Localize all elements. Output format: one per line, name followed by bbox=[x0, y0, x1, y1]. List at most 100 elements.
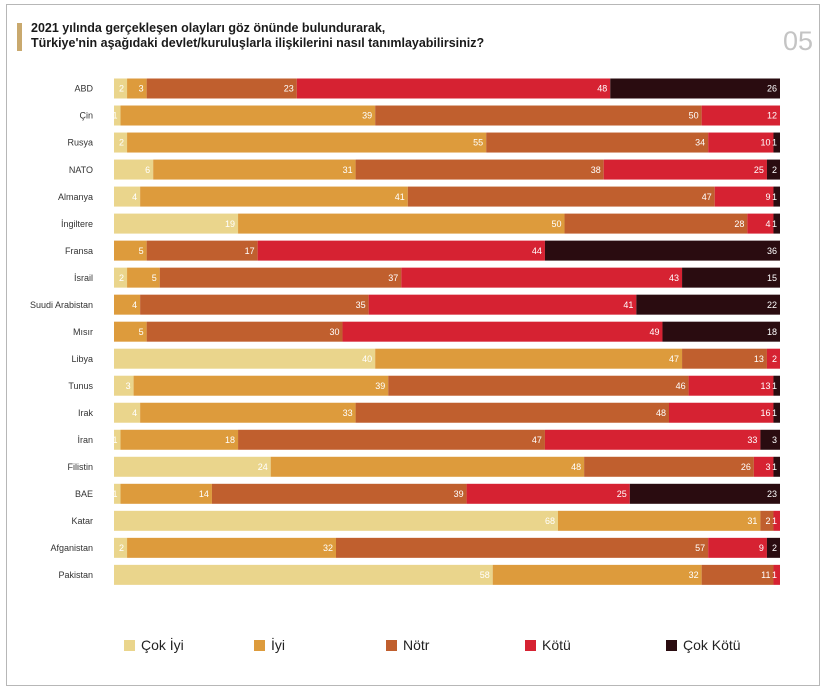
value-label-notr-irak: 48 bbox=[656, 408, 666, 418]
value-label-cok-kotu-rusya: 1 bbox=[772, 138, 777, 148]
value-label-notr-rusya: 34 bbox=[695, 138, 705, 148]
value-label-iyi-nato: 31 bbox=[343, 165, 353, 175]
row-label-rusya: Rusya bbox=[67, 138, 93, 148]
bar-segment-kotu-cin bbox=[701, 105, 780, 126]
value-label-cok-kotu-almanya: 1 bbox=[772, 192, 777, 202]
bar-segment-notr-bae bbox=[211, 483, 467, 504]
value-label-cok-iyi-nato: 6 bbox=[145, 165, 150, 175]
page-number: 05 bbox=[782, 26, 813, 56]
legend-item-kotu: Kötü bbox=[525, 637, 571, 653]
legend: Çok İyi İyi Nötr Kötü Çok Kötü bbox=[0, 637, 827, 659]
bar-segment-cok-kotu-abd bbox=[610, 78, 780, 99]
value-label-notr-pakistan: 11 bbox=[761, 570, 770, 580]
value-label-kotu-cin: 12 bbox=[767, 111, 777, 121]
bar-segment-notr-afganistan bbox=[336, 537, 709, 558]
legend-label: Çok İyi bbox=[141, 637, 184, 653]
chart-title-line-1: 2021 yılında gerçekleşen olayları göz ön… bbox=[31, 21, 386, 35]
bar-segment-iyi-almanya bbox=[140, 186, 408, 207]
value-label-notr-cin: 50 bbox=[689, 111, 699, 121]
value-label-notr-bae: 39 bbox=[454, 489, 464, 499]
bar-segment-cok-kotu-nato bbox=[766, 159, 780, 180]
value-label-iyi-irak: 33 bbox=[343, 408, 353, 418]
value-label-cok-iyi-libya: 40 bbox=[362, 354, 372, 364]
value-label-notr-katar: 2 bbox=[765, 516, 770, 526]
bar-segment-notr-rusya bbox=[486, 132, 709, 153]
bar-segment-notr-nato bbox=[355, 159, 604, 180]
bar-segment-cok-kotu-iran bbox=[760, 429, 780, 450]
row-label-fransa: Fransa bbox=[65, 246, 93, 256]
value-label-iyi-afganistan: 32 bbox=[323, 543, 333, 553]
row-label-israil: İsrail bbox=[74, 273, 93, 283]
value-label-cok-kotu-iran: 3 bbox=[772, 435, 777, 445]
bar-segment-notr-misir bbox=[146, 321, 343, 342]
row-label-misir: Mısır bbox=[73, 327, 93, 337]
legend-swatch bbox=[386, 639, 397, 651]
value-label-cok-iyi-tunus: 3 bbox=[126, 381, 131, 391]
bar-segment-cok-kotu-israil bbox=[682, 267, 780, 288]
legend-item-cok-iyi: Çok İyi bbox=[124, 637, 184, 653]
bar-segment-kotu-iran bbox=[544, 429, 761, 450]
legend-swatch bbox=[124, 639, 135, 651]
title-accent-bar bbox=[17, 23, 22, 51]
value-label-cok-kotu-suudi-arabistan: 22 bbox=[767, 300, 777, 310]
value-label-iyi-bae: 14 bbox=[199, 489, 209, 499]
value-label-kotu-iran: 33 bbox=[747, 435, 757, 445]
value-label-iyi-israil: 5 bbox=[152, 273, 157, 283]
bar-segment-kotu-nato bbox=[603, 159, 767, 180]
bar-segment-kotu-abd bbox=[296, 78, 611, 99]
value-label-notr-iran: 47 bbox=[532, 435, 542, 445]
value-label-cok-kotu-misir: 18 bbox=[767, 327, 777, 337]
bar-segment-kotu-katar bbox=[773, 510, 780, 531]
row-label-iran: İran bbox=[77, 435, 93, 445]
row-label-ingiltere: İngiltere bbox=[61, 219, 93, 229]
value-label-kotu-fransa: 44 bbox=[532, 246, 542, 256]
legend-label: Nötr bbox=[403, 637, 430, 653]
bar-segment-iyi-filistin bbox=[270, 456, 585, 477]
bar-segment-kotu-bae bbox=[466, 483, 630, 504]
bar-segment-cok-iyi-libya bbox=[114, 348, 376, 369]
bar-segment-notr-almanya bbox=[407, 186, 715, 207]
legend-swatch bbox=[525, 639, 536, 651]
bar-segment-kotu-libya bbox=[766, 348, 780, 369]
bar-segment-notr-cin bbox=[375, 105, 702, 126]
value-label-iyi-almanya: 41 bbox=[395, 192, 405, 202]
bar-segment-cok-iyi-nato bbox=[114, 159, 154, 180]
bar-segment-iyi-pakistan bbox=[492, 564, 702, 585]
bar-segment-notr-tunus bbox=[388, 375, 689, 396]
value-label-notr-filistin: 26 bbox=[741, 462, 751, 472]
bar-segment-notr-pakistan bbox=[701, 564, 774, 585]
row-label-abd: ABD bbox=[74, 84, 93, 94]
bar-segment-cok-kotu-suudi-arabistan bbox=[636, 294, 780, 315]
value-label-cok-kotu-fransa: 36 bbox=[767, 246, 777, 256]
bar-segment-cok-iyi-filistin bbox=[114, 456, 271, 477]
bar-segment-cok-iyi-tunus bbox=[114, 375, 134, 396]
bar-segment-kotu-israil bbox=[401, 267, 683, 288]
bar-segment-notr-libya bbox=[682, 348, 767, 369]
value-label-kotu-pakistan: 1 bbox=[772, 570, 777, 580]
bar-segment-cok-iyi-ingiltere bbox=[114, 213, 239, 234]
bar-segment-cok-iyi-irak bbox=[114, 402, 141, 423]
bar-segment-kotu-suudi-arabistan bbox=[368, 294, 637, 315]
legend-swatch bbox=[254, 639, 265, 651]
value-label-kotu-ingiltere: 4 bbox=[765, 219, 770, 229]
bar-segment-kotu-ingiltere bbox=[747, 213, 774, 234]
legend-item-notr: Nötr bbox=[386, 637, 429, 653]
value-label-notr-libya: 13 bbox=[754, 354, 764, 364]
legend-item-iyi: İyi bbox=[254, 637, 285, 653]
row-label-suudi-arabistan: Suudi Arabistan bbox=[30, 300, 93, 310]
value-label-kotu-almanya: 9 bbox=[765, 192, 770, 202]
value-label-cok-iyi-ingiltere: 19 bbox=[225, 219, 235, 229]
bar-segment-cok-iyi-iran bbox=[114, 429, 121, 450]
value-label-cok-iyi-cin: 1 bbox=[113, 111, 118, 121]
bar-segment-cok-iyi-afganistan bbox=[114, 537, 128, 558]
chart-title-line-2: Türkiye'nin aşağıdaki devlet/kuruluşlarl… bbox=[31, 36, 485, 50]
value-label-notr-almanya: 47 bbox=[702, 192, 712, 202]
legend-item-cok-kotu: Çok Kötü bbox=[666, 637, 741, 653]
value-label-kotu-abd: 48 bbox=[597, 84, 607, 94]
value-label-cok-iyi-pakistan: 58 bbox=[480, 570, 490, 580]
value-label-cok-iyi-abd: 2 bbox=[119, 84, 124, 94]
value-label-kotu-rusya: 10 bbox=[760, 138, 770, 148]
bar-segment-iyi-libya bbox=[375, 348, 683, 369]
bar-segment-cok-iyi-cin bbox=[114, 105, 121, 126]
bar-segment-notr-abd bbox=[146, 78, 297, 99]
